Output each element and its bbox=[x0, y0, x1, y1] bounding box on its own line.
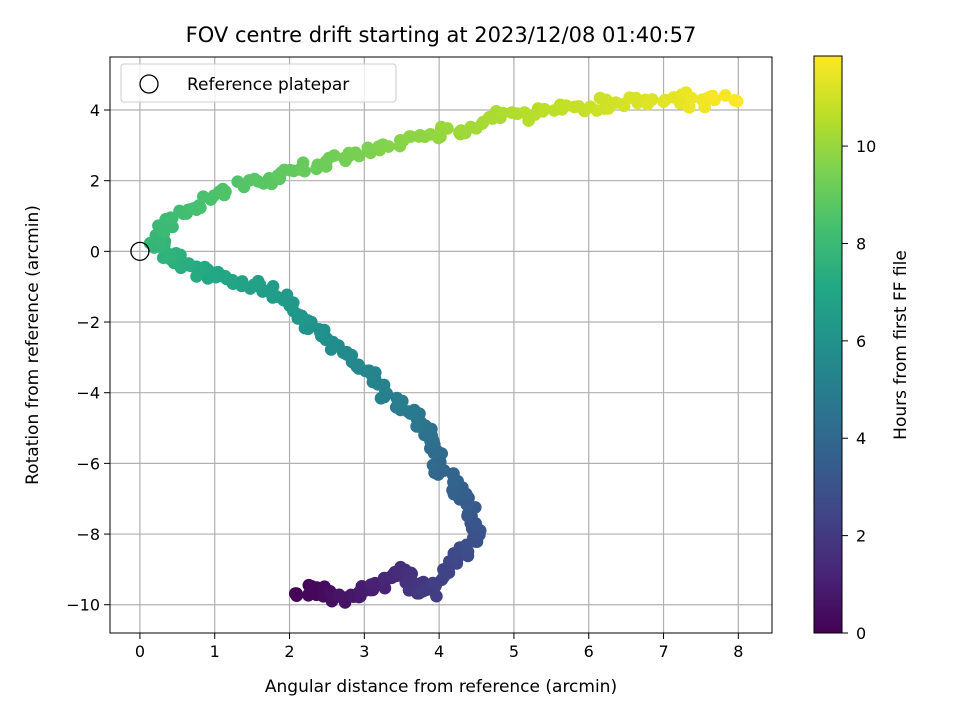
x-tick-label: 8 bbox=[733, 642, 743, 661]
y-tick-label: −2 bbox=[76, 313, 100, 332]
data-point bbox=[459, 541, 473, 554]
grid bbox=[110, 57, 772, 633]
reference-platepar-marker bbox=[130, 241, 150, 262]
data-point bbox=[280, 288, 294, 302]
data-point bbox=[430, 589, 443, 603]
data-point bbox=[296, 156, 310, 169]
data-point bbox=[403, 130, 416, 143]
data-point bbox=[314, 326, 327, 340]
data-point bbox=[645, 93, 659, 106]
colorbar-tick-label: 0 bbox=[856, 624, 866, 643]
data-point bbox=[657, 95, 670, 108]
data-point bbox=[390, 391, 404, 405]
plot-frame bbox=[109, 56, 773, 634]
y-tick-label: −4 bbox=[76, 384, 100, 403]
colorbar-gradient bbox=[813, 55, 843, 634]
colorbar-tick-label: 6 bbox=[856, 332, 866, 351]
x-tick-label: 1 bbox=[210, 642, 220, 661]
colorbar-ticks: 0 2 4 6 8 10 bbox=[842, 137, 876, 643]
colorbar-tick-label: 2 bbox=[856, 527, 866, 546]
colorbar: 0 2 4 6 8 10 Hours from first FF file bbox=[813, 55, 911, 643]
y-axis-label: Rotation from reference (arcmin) bbox=[23, 205, 43, 485]
data-point bbox=[291, 308, 304, 321]
y-tick-label: −10 bbox=[66, 596, 100, 615]
x-tick-label: 4 bbox=[434, 642, 444, 661]
data-point bbox=[194, 201, 207, 215]
y-tick-label: 4 bbox=[90, 101, 100, 120]
colorbar-tick-label: 10 bbox=[856, 137, 876, 156]
data-point bbox=[327, 149, 341, 162]
data-point bbox=[454, 124, 468, 137]
x-tick-label: 6 bbox=[584, 642, 594, 661]
legend-marker-reference bbox=[139, 74, 159, 94]
legend-box bbox=[120, 63, 397, 103]
y-axis-ticks: −10 −8 −6 −4 −2 0 2 4 bbox=[66, 101, 110, 615]
colorbar-label: Hours from first FF file bbox=[891, 250, 911, 440]
data-point bbox=[496, 106, 510, 120]
data-point bbox=[706, 89, 719, 103]
legend: Reference platepar bbox=[120, 63, 397, 103]
data-point bbox=[382, 140, 395, 153]
y-tick-label: −6 bbox=[76, 454, 100, 473]
data-point bbox=[538, 102, 551, 116]
data-point bbox=[219, 185, 232, 198]
legend-label: Reference platepar bbox=[187, 75, 349, 95]
data-point bbox=[289, 587, 302, 600]
y-tick-label: −8 bbox=[76, 525, 100, 544]
data-point bbox=[247, 278, 261, 292]
data-point bbox=[730, 94, 744, 108]
x-tick-label: 5 bbox=[509, 642, 519, 661]
colorbar-tick-label: 8 bbox=[856, 234, 866, 253]
x-axis-ticks: 0 1 2 3 4 5 6 7 8 bbox=[135, 633, 743, 661]
colorbar-tick-label: 4 bbox=[856, 429, 866, 448]
data-point bbox=[685, 91, 698, 105]
y-tick-label: 0 bbox=[90, 242, 100, 261]
data-point bbox=[349, 146, 362, 159]
chart-title: FOV centre drift starting at 2023/12/08 … bbox=[186, 23, 697, 47]
data-point bbox=[426, 458, 440, 472]
data-point bbox=[441, 122, 454, 135]
data-point bbox=[410, 420, 423, 433]
data-point bbox=[374, 392, 388, 405]
x-tick-label: 3 bbox=[359, 642, 369, 661]
x-tick-label: 2 bbox=[284, 642, 294, 661]
data-point bbox=[518, 106, 531, 119]
scatter-points bbox=[143, 86, 744, 609]
data-point bbox=[389, 401, 403, 414]
x-tick-label: 7 bbox=[658, 642, 668, 661]
x-tick-label: 0 bbox=[135, 642, 145, 661]
y-tick-label: 2 bbox=[90, 172, 100, 191]
data-point bbox=[719, 89, 732, 102]
x-axis-label: Angular distance from reference (arcmin) bbox=[265, 677, 617, 697]
